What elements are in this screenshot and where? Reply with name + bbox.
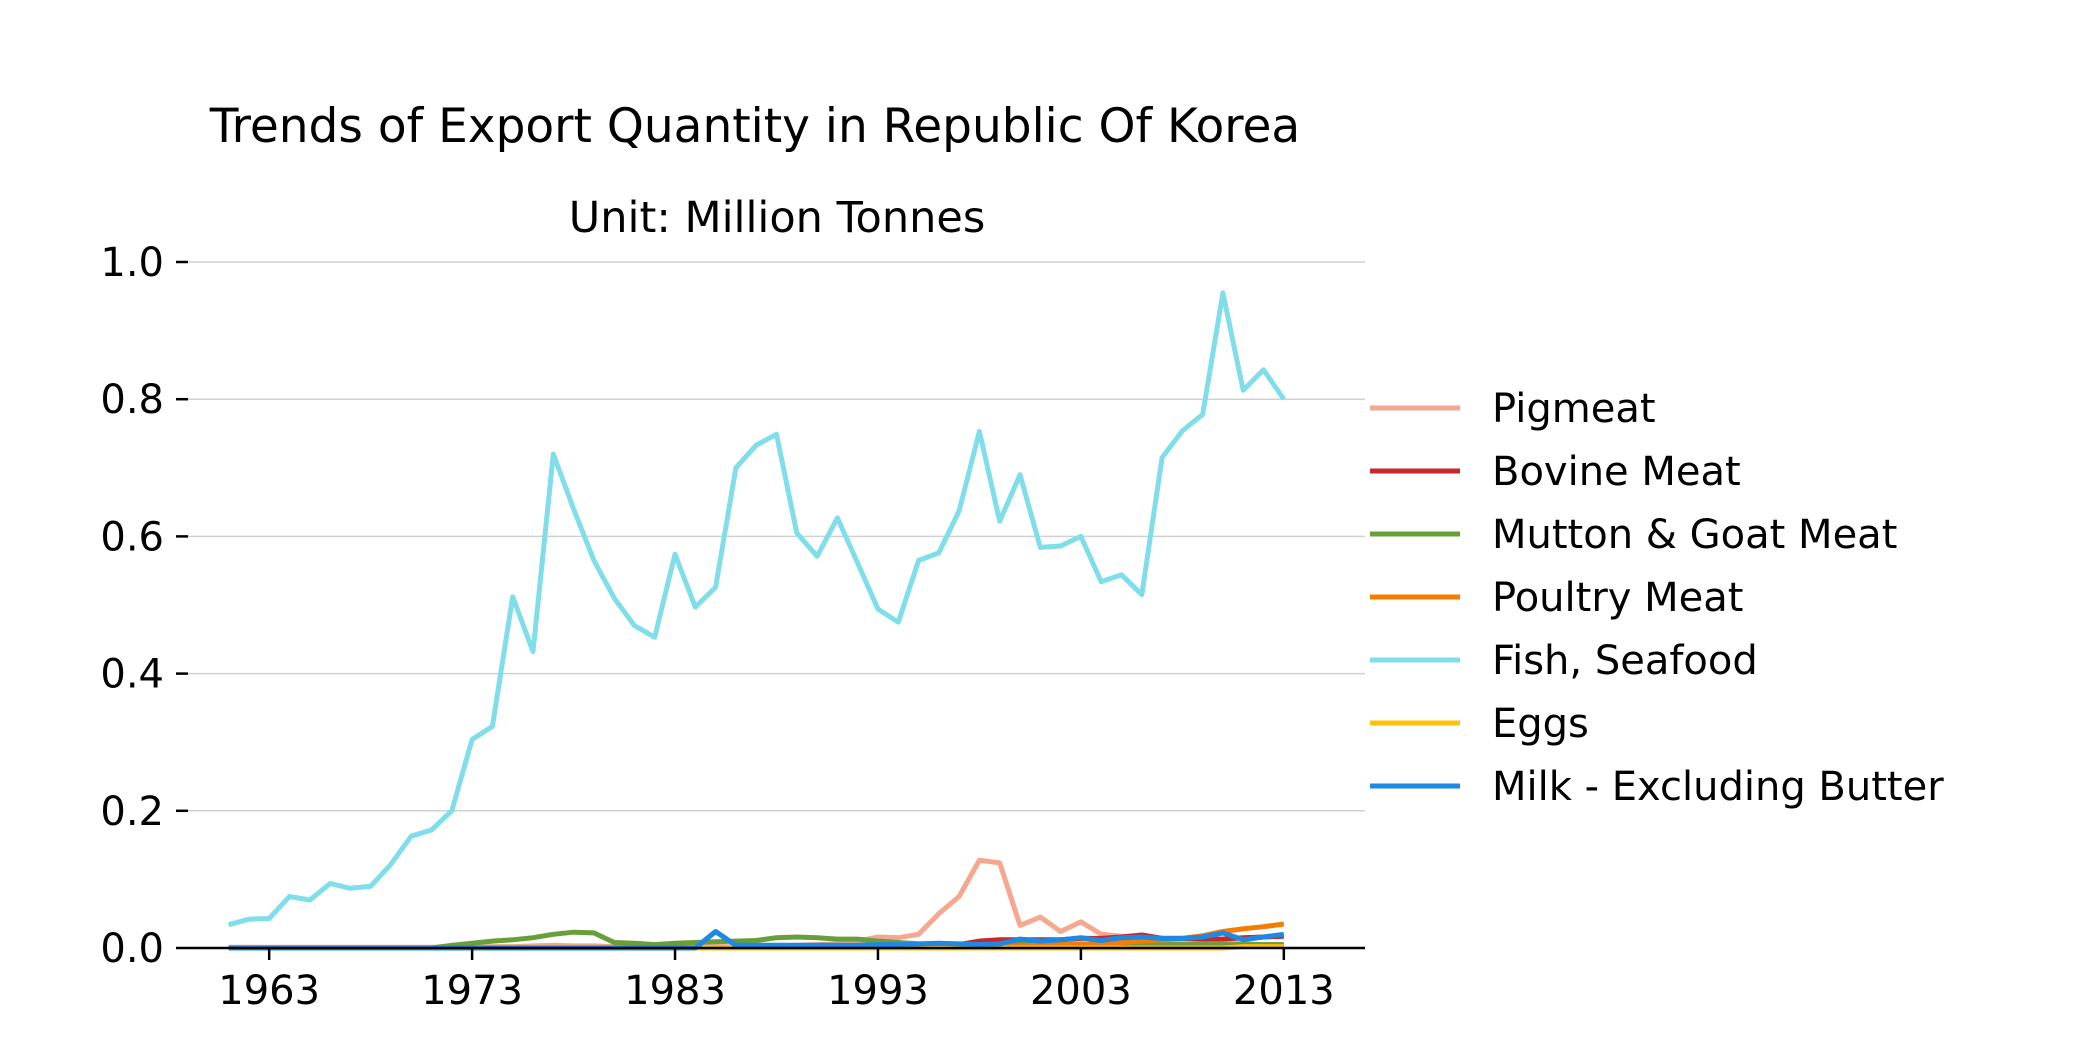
legend-label-milk-excluding-butter: Milk - Excluding Butter xyxy=(1492,764,1944,810)
x-tick-label: 1963 xyxy=(218,968,320,1014)
gridlines xyxy=(188,261,1365,812)
x-tick-label: 2003 xyxy=(1030,968,1132,1014)
axes: 0.0 0.2 0.4 0.6 0.8 1.0 1963 1973 1983 1993 2003 20… xyxy=(100,240,1365,1014)
series-line-fish-seafood xyxy=(227,290,1286,928)
legend: Pigmeat Bovine Meat Mutton & Goat Meat Poul… xyxy=(1370,386,1944,810)
y-tick-label: 1.0 xyxy=(100,240,164,286)
y-tick-label: 0.6 xyxy=(100,514,164,560)
legend-label-mutton-goat-meat: Mutton & Goat Meat xyxy=(1492,512,1897,558)
chart-title: Trends of Export Quantity in Republic Of… xyxy=(209,99,1300,154)
y-tick-label: 0.0 xyxy=(100,926,164,972)
x-tick-label: 2013 xyxy=(1233,968,1335,1014)
y-tick-label: 0.2 xyxy=(100,789,164,835)
legend-label-bovine-meat: Bovine Meat xyxy=(1492,449,1741,495)
legend-label-eggs: Eggs xyxy=(1492,701,1589,747)
x-tick-label: 1973 xyxy=(421,968,523,1014)
chart-subtitle: Unit: Million Tonnes xyxy=(569,193,985,243)
legend-label-pigmeat: Pigmeat xyxy=(1492,386,1656,432)
legend-label-poultry-meat: Poultry Meat xyxy=(1492,575,1743,621)
x-tick-label: 1993 xyxy=(827,968,929,1014)
legend-label-fish-seafood: Fish, Seafood xyxy=(1492,638,1758,684)
x-tick-label: 1983 xyxy=(624,968,726,1014)
plot-area xyxy=(227,290,1286,951)
y-tick-label: 0.8 xyxy=(100,377,164,423)
y-tick-label: 0.4 xyxy=(100,652,164,698)
